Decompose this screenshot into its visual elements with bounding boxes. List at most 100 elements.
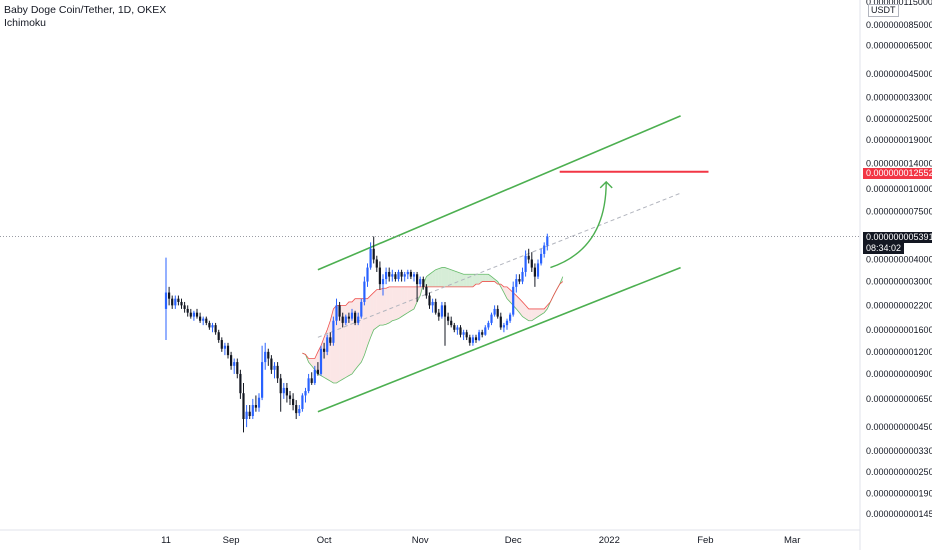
- candle-body: [403, 274, 406, 277]
- cloud-segment: [494, 279, 498, 285]
- candle-body: [202, 318, 205, 321]
- cloud-segment: [370, 292, 374, 338]
- cloud-segment: [525, 305, 529, 321]
- candle-body: [409, 271, 412, 277]
- candle-body: [326, 337, 329, 352]
- candle-body: [468, 337, 471, 343]
- candle-body: [543, 245, 546, 254]
- candle-body: [512, 286, 515, 315]
- cloud-segment: [476, 274, 480, 285]
- candle-body: [282, 387, 285, 394]
- candle-body: [295, 405, 298, 414]
- y-tick-label: 0.000000045000: [866, 69, 932, 79]
- candle-body: [456, 327, 459, 330]
- currency-label[interactable]: USDT: [868, 4, 899, 17]
- candle-body: [316, 369, 319, 374]
- candle-body: [236, 362, 239, 374]
- candle-body: [366, 267, 369, 282]
- cloud-segment: [355, 298, 359, 370]
- candle-body: [372, 248, 375, 260]
- candle-body: [168, 292, 171, 299]
- candle-body: [431, 301, 434, 306]
- candle-body: [276, 365, 279, 379]
- candle-body: [505, 320, 509, 326]
- candle-body: [341, 316, 344, 323]
- cloud-segment: [373, 289, 377, 330]
- y-tick-label: 0.000000000450: [866, 422, 932, 432]
- candle-body: [518, 279, 521, 282]
- candle-body: [217, 332, 220, 341]
- y-tick-label: 0.000000000190: [866, 488, 932, 498]
- candle-body: [425, 286, 428, 296]
- candle-body: [375, 259, 378, 268]
- cloud-segment: [482, 274, 486, 282]
- candle-body: [233, 362, 236, 366]
- candle-body: [422, 279, 425, 287]
- cloud-segment: [392, 286, 396, 321]
- cloud-segment: [432, 269, 436, 287]
- cloud-segment: [519, 298, 523, 317]
- y-tick-label: 0.000000004000: [866, 254, 932, 264]
- cloud-segment: [401, 286, 405, 317]
- cloud-segment: [485, 274, 489, 282]
- candle-body: [261, 362, 264, 398]
- cloud-segment: [479, 274, 483, 285]
- candle-body: [391, 274, 394, 277]
- candle-body: [484, 327, 487, 335]
- y-tick-label: 0.000000000250: [866, 467, 932, 477]
- channel-mid-dashed: [317, 192, 681, 338]
- candle-body: [465, 332, 468, 338]
- candle-body: [474, 337, 478, 341]
- candle-body: [394, 274, 397, 280]
- leading-span-a: [302, 267, 564, 384]
- cloud-segment: [383, 288, 387, 326]
- candle-body: [251, 405, 254, 417]
- y-tick-label: 0.000000085000: [866, 20, 932, 30]
- y-tick-label: 0.000000001200: [866, 347, 932, 357]
- candle-body: [357, 316, 360, 323]
- cloud-segment: [534, 308, 538, 319]
- candle-body: [416, 274, 419, 285]
- y-tick-label: 0.000000001600: [866, 325, 932, 335]
- candle-body: [434, 301, 437, 313]
- cloud-segment: [541, 308, 545, 315]
- candle-body: [189, 312, 192, 317]
- candle-body: [174, 298, 177, 306]
- candle-body: [369, 248, 372, 268]
- candle-body: [304, 391, 307, 396]
- target-price-badge: 0.000000012552: [863, 168, 932, 179]
- cloud-segment: [311, 358, 315, 370]
- candle-body: [242, 393, 245, 420]
- candle-body: [319, 348, 323, 374]
- candle-body: [264, 351, 267, 363]
- candle-body: [248, 411, 251, 417]
- y-tick-label: 0.000000115000: [866, 0, 932, 7]
- cloud-segment: [445, 267, 449, 287]
- candle-body: [527, 255, 530, 260]
- candle-body: [412, 274, 416, 277]
- cloud-segment: [457, 271, 461, 287]
- candle-body: [186, 308, 189, 313]
- cloud-segment: [407, 286, 411, 313]
- candle-body: [509, 314, 512, 321]
- cloud-segment: [386, 286, 390, 325]
- candle-body: [533, 267, 536, 277]
- candle-body: [177, 298, 180, 302]
- current-price-badge: 0.000000005391: [863, 232, 932, 243]
- x-tick-label: 11: [161, 535, 171, 546]
- candle-body: [205, 318, 208, 323]
- candle-body: [270, 358, 273, 370]
- cloud-segment: [435, 268, 439, 287]
- candle-body: [471, 337, 474, 343]
- candle-body: [385, 271, 388, 280]
- x-tick-label: Mar: [784, 535, 800, 546]
- candle-body: [388, 271, 391, 277]
- cloud-segment: [379, 288, 383, 326]
- candle-body: [301, 395, 304, 409]
- candle-body: [288, 395, 292, 399]
- candle-body: [496, 308, 499, 317]
- cloud-segment: [376, 289, 380, 328]
- cloud-segment: [466, 274, 470, 287]
